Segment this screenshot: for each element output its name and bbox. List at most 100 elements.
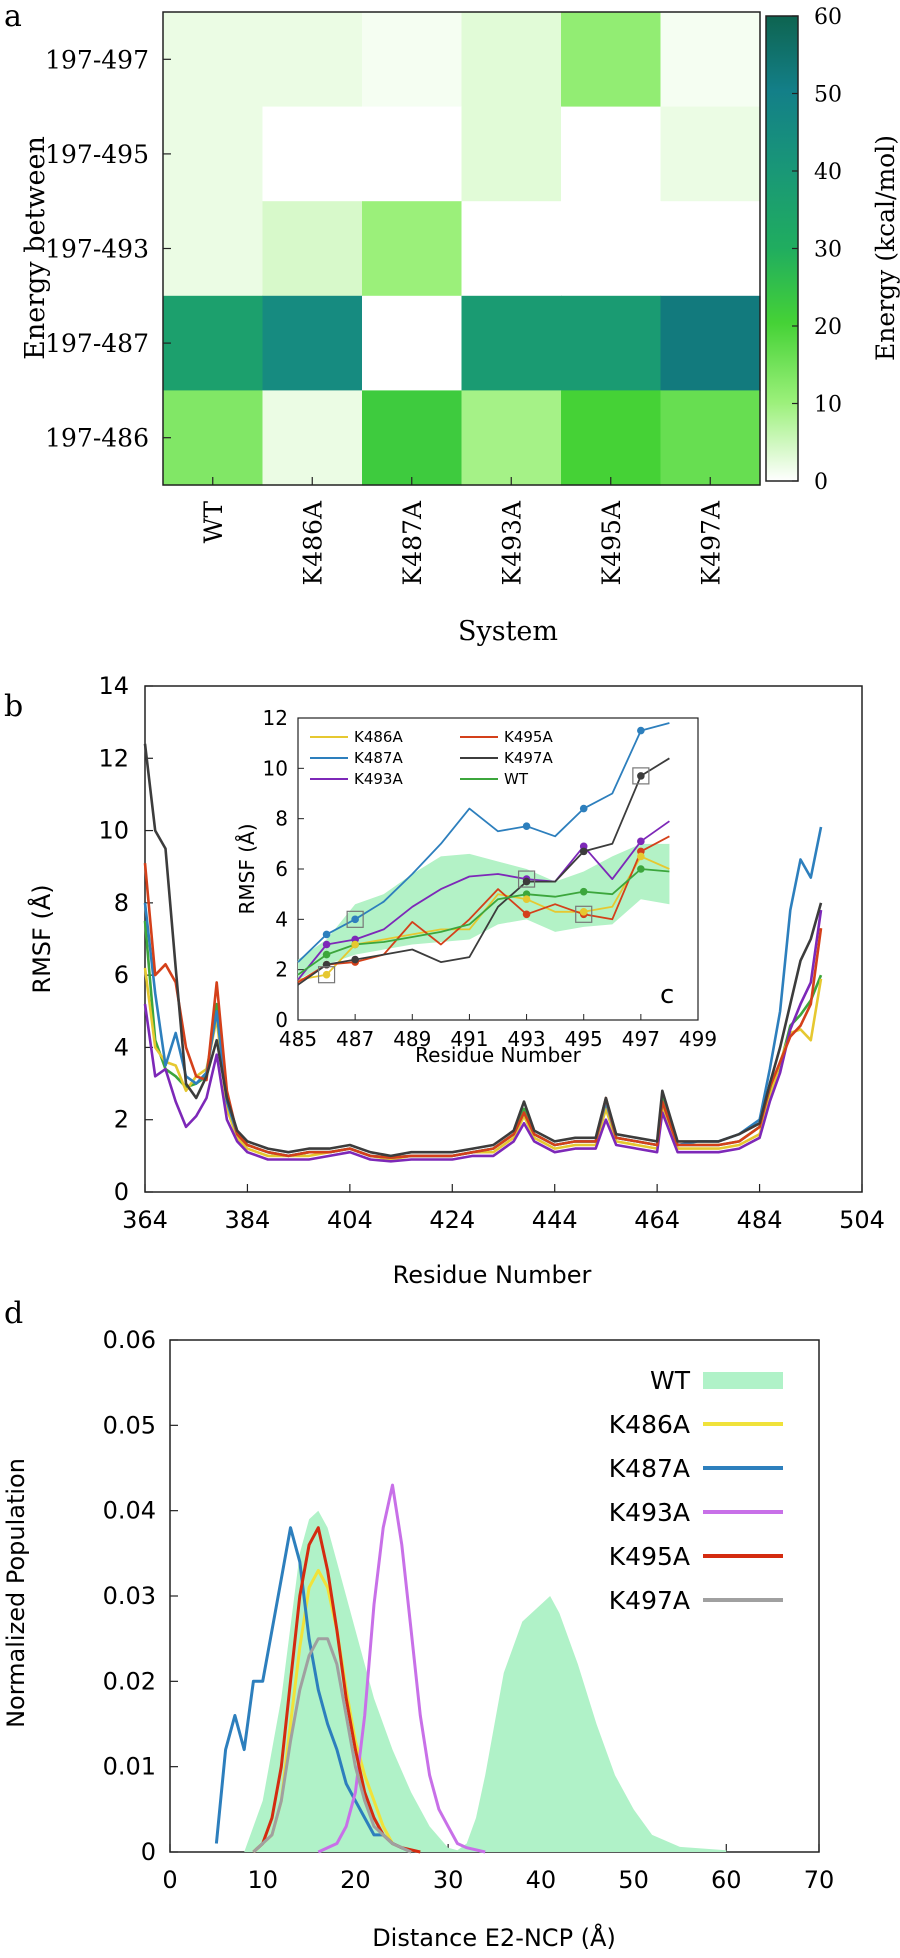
distance-wt-area bbox=[244, 1510, 727, 1852]
inset-highlight-box bbox=[317, 966, 336, 984]
rmsf-y-tick-label: 4 bbox=[114, 1033, 129, 1061]
rmsf-x-tick-label: 444 bbox=[532, 1206, 578, 1234]
rmsf-x-tick-label: 364 bbox=[122, 1206, 168, 1234]
distance-x-tick-label: 30 bbox=[433, 1866, 464, 1894]
distance-x-tick-label: 0 bbox=[162, 1866, 177, 1894]
distance-x-tick-label: 20 bbox=[340, 1866, 371, 1894]
heatmap-cells bbox=[163, 12, 761, 486]
heatmap-y-tick-label: 197-487 bbox=[45, 329, 149, 358]
inset-lines bbox=[297, 722, 670, 986]
distance-y-tick-label: 0.04 bbox=[103, 1497, 156, 1525]
inset-marker bbox=[322, 950, 331, 959]
rmsf-y-axis-title: RMSF (Å) bbox=[27, 884, 56, 993]
inset-highlight-box bbox=[346, 910, 364, 928]
inset-markers bbox=[322, 726, 645, 979]
inset-marker bbox=[322, 940, 331, 949]
heatmap-y-tick-label: 197-497 bbox=[45, 45, 149, 74]
inset-legend-label: K497A bbox=[504, 749, 553, 767]
heatmap-cell bbox=[362, 390, 463, 486]
rmsf-series-line bbox=[143, 743, 823, 1158]
inset-marker bbox=[351, 915, 359, 924]
distance-legend-label: K493A bbox=[609, 1498, 690, 1527]
heatmap-cell bbox=[561, 390, 662, 486]
inset-marker bbox=[522, 910, 531, 919]
inset-label: c bbox=[660, 980, 674, 1010]
heatmap-cell bbox=[561, 295, 662, 391]
rmsf-y-tick-label: 14 bbox=[98, 672, 129, 700]
distance-x-tick-label: 60 bbox=[711, 1866, 742, 1894]
heatmap-cell bbox=[163, 390, 264, 486]
heatmap-cell bbox=[660, 201, 761, 297]
inset-series-line bbox=[297, 820, 670, 981]
panel-label-d: d bbox=[4, 1296, 23, 1331]
inset-x-axis-title: Residue Number bbox=[415, 1043, 581, 1067]
inset-marker bbox=[522, 877, 531, 886]
distance-y-tick-label: 0.02 bbox=[103, 1667, 156, 1695]
inset-marker bbox=[351, 940, 359, 949]
heatmap-cell bbox=[163, 295, 264, 391]
inset-marker bbox=[637, 726, 645, 735]
inset-highlight-box bbox=[632, 767, 650, 785]
heatmap-y-tick-label: 197-493 bbox=[45, 235, 149, 264]
distance-series-line bbox=[317, 1483, 486, 1854]
distance-legend-label: K495A bbox=[609, 1542, 690, 1571]
inset-marker bbox=[322, 970, 331, 979]
rmsf-y-tick-label: 0 bbox=[114, 1178, 129, 1206]
heatmap-cell bbox=[461, 390, 562, 486]
heatmap-x-tick-label: WT bbox=[199, 501, 228, 544]
inset-series-line bbox=[297, 868, 670, 976]
heatmap-cell bbox=[461, 295, 562, 391]
heatmap-x-tick-label: K497A bbox=[696, 500, 725, 585]
heatmap-panel: 197-497 197-495 197-493 197-487 197-486 WT K4… bbox=[20, 5, 900, 647]
heatmap-y-tick-label: 197-486 bbox=[45, 424, 149, 453]
heatmap-cell bbox=[660, 390, 761, 486]
rmsf-x-tick-label: 504 bbox=[839, 1206, 885, 1234]
rmsf-x-tick-label: 484 bbox=[737, 1206, 783, 1234]
rmsf-ticks: 364 384 404 424 444 464 484 504 0 2 4 6 8 10 12 14 bbox=[98, 672, 884, 1234]
colorbar-tick-label: 30 bbox=[814, 238, 842, 263]
heatmap-cell bbox=[262, 106, 363, 202]
distance-legend-swatch bbox=[703, 1372, 783, 1389]
inset-series-line bbox=[297, 722, 670, 963]
inset-legend-label: K495A bbox=[504, 728, 553, 746]
distance-y-tick-label: 0.05 bbox=[103, 1411, 156, 1439]
colorbar-ticks: 0 10 20 30 40 50 60 bbox=[792, 5, 842, 495]
distance-x-tick-label: 50 bbox=[618, 1866, 649, 1894]
heatmap-cell bbox=[660, 295, 761, 391]
distance-legend-label: WT bbox=[650, 1366, 691, 1395]
heatmap-x-tick-label: K487A bbox=[398, 500, 427, 585]
inset-ticks: 485 487 489 491 493 495 497 499 0 2 4 6 8 10 12 bbox=[263, 706, 718, 1051]
distance-x-tick-label: 10 bbox=[247, 1866, 278, 1894]
inset-marker bbox=[522, 895, 531, 903]
colorbar-tick-label: 50 bbox=[814, 83, 842, 108]
inset-y-tick-label: 10 bbox=[263, 756, 288, 780]
heatmap-x-tick-label: K486A bbox=[298, 500, 327, 585]
inset-y-tick-label: 4 bbox=[275, 907, 288, 931]
inset-y-tick-label: 8 bbox=[275, 807, 288, 831]
inset-series-line bbox=[297, 835, 670, 984]
heatmap-cell bbox=[461, 106, 562, 202]
distance-panel: 0 10 20 30 40 50 60 70 0 0.01 0.02 0.03 0.04 0.05 0.06… bbox=[2, 1326, 834, 1952]
heatmap-cell bbox=[362, 106, 463, 202]
heatmap-cell bbox=[561, 12, 662, 108]
inset-highlight-box bbox=[575, 905, 593, 923]
inset-marker bbox=[579, 887, 588, 896]
heatmap-cell bbox=[561, 106, 662, 202]
inset-x-tick-label: 499 bbox=[679, 1027, 717, 1051]
distance-lines bbox=[214, 1483, 727, 1854]
inset-legend: K486A K495A K487A K497A K493A WT bbox=[310, 728, 553, 788]
inset-legend-label: K487A bbox=[354, 749, 403, 767]
inset-x-tick-label: 497 bbox=[622, 1027, 660, 1051]
rmsf-y-tick-label: 10 bbox=[98, 817, 129, 845]
distance-y-tick-label: 0 bbox=[141, 1838, 156, 1866]
heatmap-cell bbox=[262, 12, 363, 108]
colorbar-tick-label: 10 bbox=[814, 393, 842, 418]
heatmap-cell bbox=[461, 201, 562, 297]
rmsf-x-tick-label: 464 bbox=[634, 1206, 680, 1234]
inset-marker bbox=[637, 865, 645, 873]
heatmap-cell bbox=[660, 106, 761, 202]
heatmap-cell bbox=[262, 201, 363, 297]
heatmap-cell bbox=[561, 201, 662, 297]
